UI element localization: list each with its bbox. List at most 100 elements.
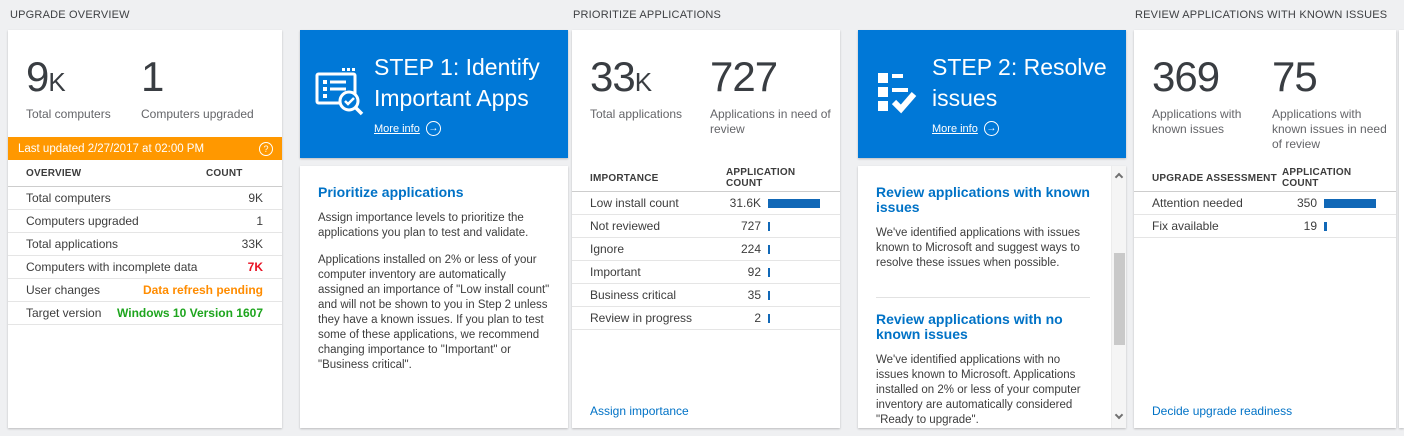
row-value: Data refresh pending [142,283,263,297]
stat-label: Total applications [590,107,683,121]
table-row[interactable]: Computers with incomplete data 7K [8,256,282,279]
prioritize-applications-tile: 33K Total applications 727 Applications … [572,30,840,428]
row-count: 92 [747,265,761,279]
overview-stats: 9K Total computers 1 Computers upgraded [8,30,282,122]
count-bar [1324,221,1327,231]
table-row[interactable]: Not reviewed 727 [572,215,840,238]
table-row[interactable]: Total applications 33K [8,233,282,256]
count-bar [768,244,770,254]
section-header-upgrade-overview: UPGRADE OVERVIEW [10,9,130,21]
row-count: 727 [740,219,761,233]
table-row[interactable]: Low install count 31.6K [572,192,840,215]
review-known-issues-tile: 369 Applications with known issues 75 Ap… [1134,30,1396,428]
decide-upgrade-readiness-link[interactable]: Decide upgrade readiness [1152,404,1293,418]
upgrade-assessment-table: UPGRADE ASSESSMENT APPLICATION COUNT Att… [1134,165,1396,238]
review-apps-known-issues-link[interactable]: Review applications with known issues [876,184,1090,215]
stat-total-computers: 9K Total computers [26,54,141,122]
row-count: 224 [740,242,761,256]
row-count: 31.6K [729,196,761,210]
table-row[interactable]: Target version Windows 10 Version 1607 [8,302,282,325]
stat-apps-need-review: 727 Applications in need of review [710,53,831,137]
scrollbar[interactable] [1111,166,1126,428]
col-application-count: APPLICATION COUNT [726,167,796,189]
col-upgrade-assessment: UPGRADE ASSESSMENT [1152,172,1277,184]
resolve-issues-icon [872,52,932,136]
importance-table-header: IMPORTANCE APPLICATION COUNT [572,165,840,192]
table-row[interactable]: Fix available 19 [1134,215,1396,238]
step2-body-tile: Review applications with known issues We… [858,166,1126,428]
step2-section: Review applications with no known issues… [876,312,1090,428]
section-header-prioritize-apps: PRIORITIZE APPLICATIONS [573,9,722,21]
step1-tile[interactable]: STEP 1: Identify Important Apps More inf… [300,30,568,158]
upgrade-overview-tile: 9K Total computers 1 Computers upgraded … [8,30,282,428]
count-bar [768,267,770,277]
step1-more-info-link[interactable]: More info → [374,121,564,136]
overview-table: OVERVIEW COUNT Total computers 9K Compute… [8,160,282,325]
count-bar [768,290,770,300]
stat-label: Computers upgraded [141,107,254,121]
arrow-right-icon: → [983,121,999,136]
scroll-up-button[interactable] [1112,169,1126,184]
step1-title: STEP 1: Identify Important Apps [374,54,540,111]
table-row[interactable]: Attention needed 350 [1134,192,1396,215]
step2-title: STEP 2: Resolve issues [932,54,1107,111]
row-count: 2 [754,311,761,325]
last-updated-text: Last updated 2/27/2017 at 02:00 PM [18,142,205,155]
review-apps-no-known-issues-link[interactable]: Review applications with no known issues [876,311,1063,342]
col-importance: IMPORTANCE [590,172,659,184]
table-row[interactable]: Review in progress 2 [572,307,840,330]
count-bar [768,313,770,323]
stat-label: Applications with known issues [1152,107,1242,136]
overview-table-header: OVERVIEW COUNT [8,160,282,187]
stat-label: Total computers [26,107,111,121]
assign-importance-link[interactable]: Assign importance [590,404,689,418]
stat-known-issues-need-review: 75 Applications with known issues in nee… [1272,54,1394,152]
next-tile-partial [1399,30,1404,428]
row-value: 7K [247,260,263,274]
stat-value: 9 [26,53,49,100]
step2-tile[interactable]: STEP 2: Resolve issues More info → [858,30,1126,158]
row-value: 9K [248,191,263,205]
assessment-table-header: UPGRADE ASSESSMENT APPLICATION COUNT [1134,165,1396,192]
step1-paragraph-2: Applications installed on 2% or less of … [318,254,550,371]
stat-computers-upgraded: 1 Computers upgraded [141,54,254,122]
last-updated-banner: Last updated 2/27/2017 at 02:00 PM ? [8,137,282,160]
table-row[interactable]: Business critical 35 [572,284,840,307]
col-application-count: APPLICATION COUNT [1282,167,1352,189]
identify-apps-icon [314,52,374,136]
table-row[interactable]: Ignore 224 [572,238,840,261]
row-count: 350 [1296,196,1317,210]
scroll-down-button[interactable] [1112,410,1126,425]
scrollbar-thumb[interactable] [1114,253,1125,345]
step2-more-info-link[interactable]: More info → [932,121,1122,136]
row-value: 1 [256,214,263,228]
arrow-right-icon: → [425,121,441,136]
step1-body-tile: Prioritize applications Assign importanc… [300,166,568,428]
stat-label: Applications with known issues in need o… [1272,107,1387,151]
row-count: 19 [1303,219,1317,233]
table-row[interactable]: Important 92 [572,261,840,284]
row-value: Windows 10 Version 1607 [117,306,263,320]
help-icon[interactable]: ? [259,141,273,156]
table-row[interactable]: Computers upgraded 1 [8,210,282,233]
stat-label: Applications in need of review [710,107,831,136]
count-bar [768,221,770,231]
count-bar [768,198,820,208]
step1-paragraph-1: Assign importance levels to prioritize t… [318,212,529,239]
stat-apps-with-known-issues: 369 Applications with known issues [1152,54,1272,152]
col-overview: OVERVIEW [26,167,82,179]
prioritize-applications-heading: Prioritize applications [318,184,464,200]
row-count: 35 [747,288,761,302]
count-bar [1324,198,1376,208]
row-value: 33K [241,237,263,251]
chevron-up-icon [1114,172,1124,182]
importance-table: IMPORTANCE APPLICATION COUNT Low install… [572,165,840,330]
section-header-review-known: REVIEW APPLICATIONS WITH KNOWN ISSUES [1135,9,1388,21]
stat-total-applications: 33K Total applications [590,54,710,137]
table-row[interactable]: User changes Data refresh pending [8,279,282,302]
stat-value: 1 [141,53,164,100]
stat-suffix: K [48,67,65,97]
chevron-down-icon [1114,410,1124,420]
col-count: COUNT [206,167,243,179]
table-row[interactable]: Total computers 9K [8,187,282,210]
